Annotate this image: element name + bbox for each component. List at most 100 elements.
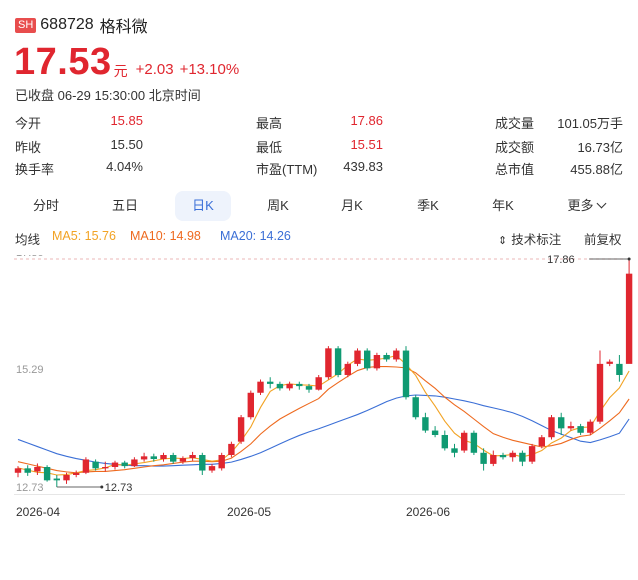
candle-body — [461, 432, 468, 451]
tab-yearly-k[interactable]: 年K — [492, 198, 514, 213]
candle-body — [451, 448, 458, 453]
high-label: 最高 — [256, 116, 283, 131]
y-tick-label: 12.73 — [16, 482, 44, 494]
candle-body — [237, 417, 245, 442]
candle-body — [53, 478, 60, 481]
max-price-label: 17.86 — [547, 255, 575, 266]
candle-body — [587, 421, 594, 433]
y-tick-label: 17.86 — [16, 255, 44, 259]
pe-value: 439.83 — [343, 159, 383, 174]
low-value: 15.51 — [350, 137, 383, 152]
candle-body — [305, 386, 313, 390]
candle-body — [63, 475, 70, 481]
pe-label: 市盈(TTM) — [256, 162, 318, 177]
candle-body — [111, 462, 119, 467]
ma5-line — [17, 354, 630, 476]
candle-body — [131, 459, 138, 467]
candle-body — [567, 426, 575, 429]
ma10-line — [17, 366, 630, 474]
ma10-legend: MA10: 14.98 — [130, 229, 201, 243]
candle-body — [412, 397, 419, 418]
candle-body — [267, 381, 274, 384]
prev-close-label: 昨收 — [15, 140, 42, 155]
tab-more-label: 更多 — [567, 198, 594, 213]
candle-body — [228, 443, 235, 455]
open-label: 今开 — [15, 116, 42, 131]
amount-value: 16.73亿 — [577, 140, 623, 155]
candle-body — [422, 417, 429, 431]
candle-body — [160, 455, 167, 459]
ma-legend-label: 均线 — [15, 233, 41, 247]
candle-body — [480, 452, 487, 464]
tab-monthly-k[interactable]: 月K — [341, 198, 363, 213]
candle-body — [499, 455, 507, 458]
candle-body — [625, 273, 633, 364]
candle-body — [34, 467, 41, 472]
volume-value: 101.05万手 — [557, 116, 623, 131]
candle-body — [14, 468, 22, 473]
tab-more[interactable]: 更多 — [556, 191, 616, 221]
candle-body — [538, 437, 545, 447]
price-unit: 元 — [113, 63, 128, 79]
candle-body — [470, 432, 478, 453]
candle-body — [24, 468, 31, 473]
tab-quarterly-k[interactable]: 季K — [417, 198, 439, 213]
candle-body — [247, 392, 254, 418]
open-value: 15.85 — [110, 113, 143, 128]
candle-body — [616, 363, 623, 375]
mktcap-label: 总市值 — [495, 162, 535, 177]
adjust-mode-toggle[interactable]: 前复权 — [584, 233, 622, 247]
tab-intraday[interactable]: 分时 — [32, 198, 59, 213]
candle-body — [325, 348, 332, 378]
candle-body — [218, 455, 225, 469]
candle-body — [383, 355, 390, 360]
candle-body — [276, 383, 284, 389]
low-label: 最低 — [256, 140, 283, 155]
candle-body — [199, 455, 206, 471]
tab-five-day[interactable]: 五日 — [111, 198, 138, 213]
x-label-apr: 2026-04 — [16, 505, 61, 519]
kline-chart[interactable]: 17.86 15.29 12.73 17.86 12.73 — [0, 255, 638, 500]
candle-body — [286, 383, 293, 389]
stock-name: 格科微 — [99, 19, 148, 36]
mktcap-value: 455.88亿 — [570, 162, 623, 177]
candle-body — [334, 348, 342, 375]
ma20-line — [17, 394, 630, 467]
min-price-label: 12.73 — [105, 482, 133, 494]
amount-label: 成交额 — [495, 140, 535, 155]
x-label-jun: 2026-06 — [406, 505, 451, 519]
candle-body — [102, 467, 109, 469]
turnover-label: 换手率 — [15, 162, 55, 177]
y-tick-label: 15.29 — [16, 364, 44, 376]
candle-body — [606, 361, 613, 364]
candle-body — [208, 466, 216, 471]
candle-body — [393, 350, 400, 360]
candle-body — [558, 417, 565, 429]
tech-annotation-toggle[interactable]: ⇕ 技术标注 — [498, 229, 561, 248]
candle-body — [354, 350, 361, 364]
candle-body — [82, 459, 90, 473]
candle-body — [296, 383, 303, 387]
quote-line: 17.53 元 +2.03 +13.10% — [14, 40, 239, 84]
high-value: 17.86 — [350, 113, 383, 128]
max-pointer-dot — [627, 257, 631, 261]
candle-body — [441, 435, 448, 449]
candle-body — [43, 467, 51, 481]
candle-body — [548, 417, 555, 438]
tab-weekly-k[interactable]: 周K — [267, 198, 289, 213]
ma20-legend: MA20: 14.26 — [220, 229, 291, 243]
candle-body — [170, 455, 177, 462]
expand-icon: ⇕ — [498, 235, 508, 247]
candle-body — [577, 426, 584, 433]
candle-body — [364, 350, 371, 369]
candle-body — [344, 363, 351, 375]
price-change: +2.03 — [135, 60, 174, 78]
current-price: 17.53 — [14, 40, 112, 83]
turnover-value: 4.04% — [106, 159, 143, 174]
chevron-down-icon — [596, 198, 606, 209]
candle-body — [121, 462, 128, 467]
tab-daily-k[interactable]: 日K — [175, 191, 231, 221]
candle-body — [140, 456, 148, 460]
candle-body — [150, 456, 157, 459]
min-pointer-dot — [100, 485, 104, 489]
